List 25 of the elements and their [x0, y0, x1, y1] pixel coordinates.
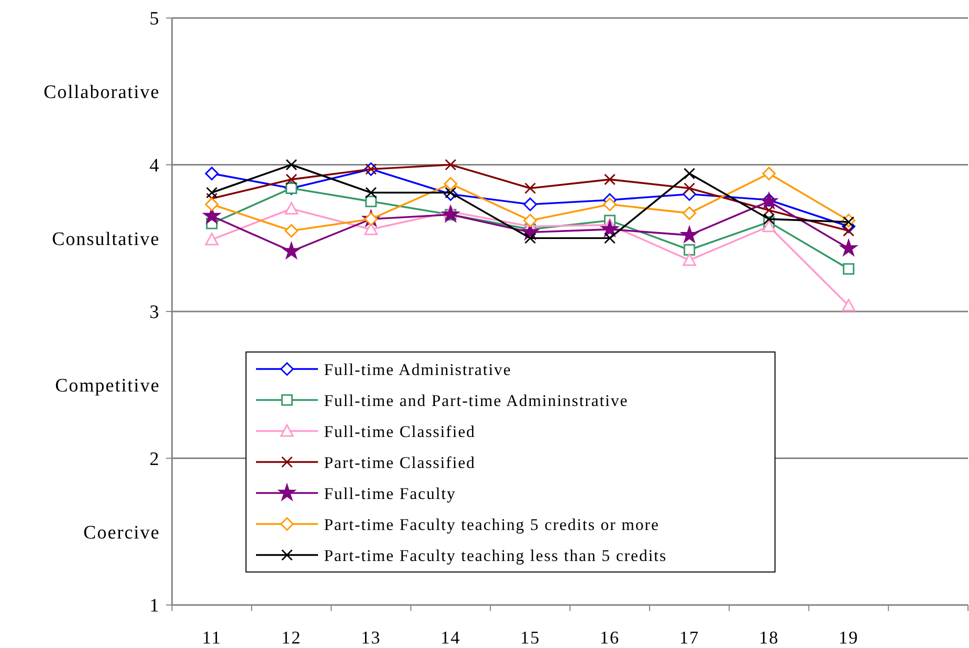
y-tick-label: Collaborative — [44, 82, 160, 104]
x-tick-label: 14 — [440, 627, 461, 648]
y-tick-label: 2 — [150, 448, 160, 470]
y-tick-label: Coercive — [83, 522, 160, 544]
legend-label: Part-time Faculty teaching less than 5 credits — [324, 546, 667, 565]
legend-label: Part-time Classified — [324, 452, 476, 472]
y-tick-label: Competitive — [55, 376, 160, 397]
y-tick-label: 1 — [150, 596, 160, 617]
y-tick-label: 3 — [150, 302, 160, 324]
legend-label: Full-time and Part-time Admininstrative — [324, 390, 628, 410]
x-tick-label: 11 — [202, 627, 222, 648]
legend-label: Full-time Faculty — [324, 484, 456, 503]
x-tick-label: 13 — [361, 627, 381, 648]
x-tick-label: 15 — [520, 627, 540, 648]
y-tick-label: Consultative — [52, 228, 160, 250]
legend-label: Full-time Administrative — [324, 360, 512, 379]
legend-label: Full-time Classified — [324, 422, 476, 441]
legend-label: Part-time Faculty teaching 5 credits or more — [324, 514, 660, 534]
x-tick-label: 12 — [281, 627, 302, 648]
x-tick-label: 19 — [838, 627, 859, 648]
x-tick-label: 17 — [679, 627, 700, 648]
x-tick-label: 16 — [600, 627, 620, 648]
y-tick-label: 5 — [150, 8, 160, 30]
y-tick-label: 4 — [150, 155, 160, 176]
x-tick-label: 18 — [759, 627, 779, 648]
